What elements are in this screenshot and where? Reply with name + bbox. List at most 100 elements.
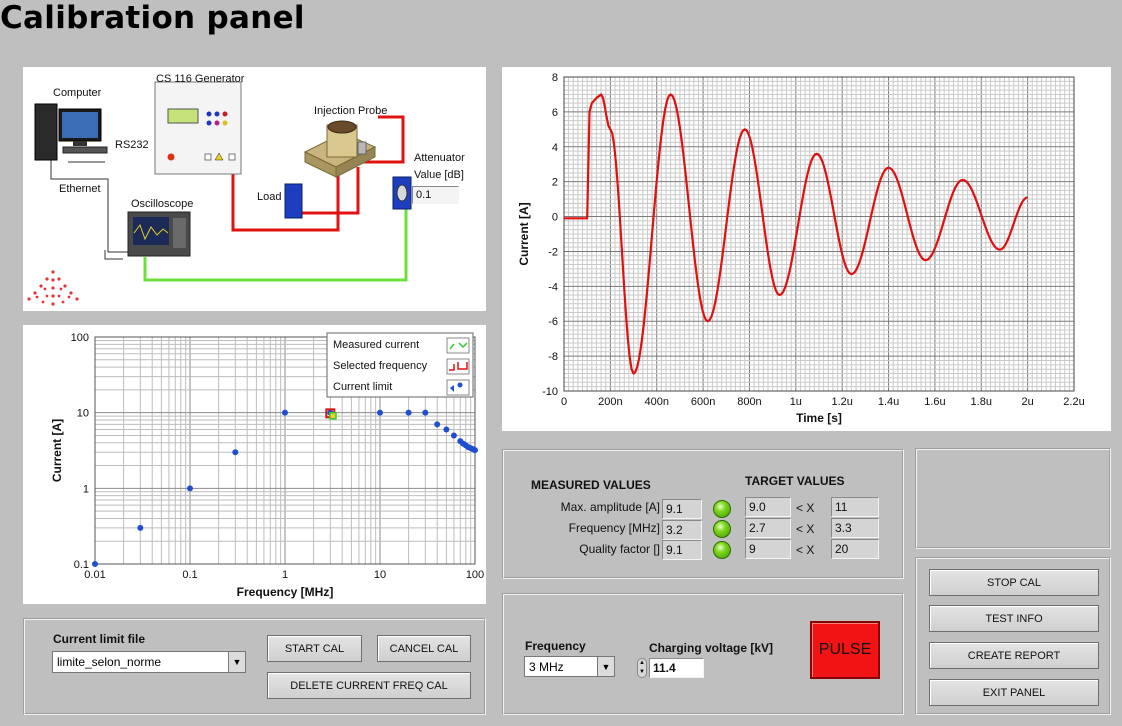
- y-tick-label: 6: [552, 107, 558, 119]
- y-tick-label: 0: [552, 212, 558, 224]
- x-axis-label: Time [s]: [796, 411, 842, 425]
- y-tick-label: 10: [77, 408, 89, 420]
- quality-factor-label: Quality factor []: [579, 542, 660, 556]
- x-tick-label: 400n: [644, 396, 668, 408]
- green-cable: [143, 207, 408, 282]
- max-amplitude-op: < X: [796, 501, 815, 515]
- legend-entry: Selected frequency: [333, 360, 428, 372]
- voltage-stepper[interactable]: ▲ ▼: [637, 658, 647, 678]
- x-tick-label: 2u: [1022, 396, 1034, 408]
- legend-entry: Current limit: [333, 381, 392, 393]
- generator-icon: [154, 81, 242, 175]
- x-tick-label: 1.8u: [971, 396, 992, 408]
- setup-diagram-drawing: [27, 81, 412, 306]
- x-tick-label: 0: [561, 396, 567, 408]
- exit-panel-button[interactable]: EXIT PANEL: [929, 679, 1099, 706]
- limit-file-label: Current limit file: [53, 632, 146, 646]
- max-amplitude-min[interactable]: 9.0: [745, 497, 791, 517]
- status-group: [915, 448, 1111, 549]
- x-tick-label: 100: [466, 569, 484, 581]
- frequency-led: [713, 520, 731, 538]
- side-buttons-group: [915, 557, 1111, 715]
- limit-file-group: [23, 618, 486, 715]
- start-cal-button[interactable]: START CAL: [267, 635, 362, 662]
- limit-file-value: limite_selon_norme: [57, 655, 162, 669]
- measured-values-group: [502, 449, 904, 579]
- chevron-down-icon[interactable]: ▼: [597, 657, 614, 676]
- company-logo-icon: [27, 270, 79, 306]
- y-axis-label: Current [A]: [50, 419, 64, 482]
- time-chart-panel: 0 200n 400n 600n 800n 1u 1.2u 1.4u 1.6u 1.8u 2u 2.2…: [502, 67, 1111, 431]
- x-tick-label: 1.4u: [878, 396, 899, 408]
- limit-point: [92, 561, 98, 567]
- frequency-select-value: 3 MHz: [529, 660, 564, 674]
- legend-key: [449, 362, 468, 371]
- oscilloscope-icon: [127, 211, 191, 257]
- chevron-down-icon[interactable]: ▼: [228, 652, 245, 672]
- x-tick-label: 1: [282, 569, 288, 581]
- pulse-button[interactable]: PULSE: [810, 621, 880, 679]
- limit-point: [472, 447, 478, 454]
- attenuator-value-field[interactable]: 0.1: [412, 186, 459, 204]
- measured-current-point: [329, 412, 337, 420]
- limit-point: [443, 426, 450, 433]
- stop-cal-button[interactable]: STOP CAL: [929, 569, 1099, 596]
- limit-point: [232, 449, 239, 456]
- current-waveform-line: [564, 93, 1028, 375]
- quality-factor-value: 9.1: [662, 540, 702, 560]
- test-info-button[interactable]: TEST INFO: [929, 605, 1099, 632]
- y-tick-label: 8: [552, 72, 558, 84]
- legend-key: [450, 385, 454, 392]
- limit-point: [377, 409, 383, 416]
- limit-point: [187, 485, 193, 492]
- rs232-label: RS232: [115, 139, 149, 151]
- limit-file-select[interactable]: limite_selon_norme ▼: [52, 651, 246, 673]
- delete-current-freq-cal-button[interactable]: DELETE CURRENT FREQ CAL: [267, 672, 471, 699]
- legend-entry: Measured current: [333, 339, 419, 351]
- legend-swatch: [446, 379, 470, 396]
- frequency-select[interactable]: 3 MHz ▼: [524, 656, 615, 677]
- measured-values-header: MEASURED VALUES: [531, 478, 651, 492]
- y-tick-label: -2: [548, 246, 558, 258]
- frequency-op: < X: [796, 522, 815, 536]
- load-label: Load: [257, 191, 282, 203]
- target-values-header: TARGET VALUES: [745, 474, 845, 488]
- load-icon: [284, 183, 303, 219]
- attenuator-label: Attenuator: [414, 152, 465, 164]
- ethernet-label: Ethernet: [59, 183, 101, 195]
- limit-point: [434, 421, 441, 428]
- attenuator-value-label: Value [dB]: [414, 169, 464, 181]
- limit-point: [422, 409, 429, 416]
- y-tick-label: 1: [83, 483, 89, 495]
- frequency-max[interactable]: 3.3: [831, 518, 879, 538]
- legend-key: [449, 342, 468, 350]
- max-amplitude-led: [713, 500, 731, 518]
- limit-point: [137, 524, 144, 531]
- quality-factor-min[interactable]: 9: [745, 539, 791, 559]
- pulse-controls-group: [502, 593, 904, 715]
- limit-point: [405, 409, 412, 416]
- y-tick-label: -8: [548, 351, 558, 363]
- max-amplitude-max[interactable]: 11: [831, 497, 879, 517]
- legend-swatch: [446, 337, 470, 354]
- y-tick-label: -10: [542, 386, 558, 398]
- legend-key: [457, 382, 463, 388]
- cancel-cal-button[interactable]: CANCEL CAL: [377, 635, 471, 662]
- frequency-min[interactable]: 2.7: [745, 518, 791, 538]
- frequency-label: Frequency [MHz]: [568, 521, 660, 535]
- charging-voltage-field[interactable]: 11.4: [649, 658, 704, 678]
- attenuator-icon: [392, 176, 412, 210]
- charging-voltage-label: Charging voltage [kV]: [649, 641, 774, 655]
- probe-label: Injection Probe: [314, 105, 388, 117]
- quality-factor-led: [713, 541, 731, 559]
- oscilloscope-label: Oscilloscope: [131, 198, 194, 210]
- create-report-button[interactable]: CREATE REPORT: [929, 642, 1099, 669]
- quality-factor-max[interactable]: 20: [831, 539, 879, 559]
- frequency-value: 3.2: [662, 520, 702, 540]
- y-tick-label: -4: [548, 281, 558, 293]
- injection-probe-icon: [303, 120, 377, 178]
- max-amplitude-value: 9.1: [662, 499, 702, 519]
- x-tick-label: 10: [374, 569, 386, 581]
- computer-label: Computer: [53, 87, 102, 99]
